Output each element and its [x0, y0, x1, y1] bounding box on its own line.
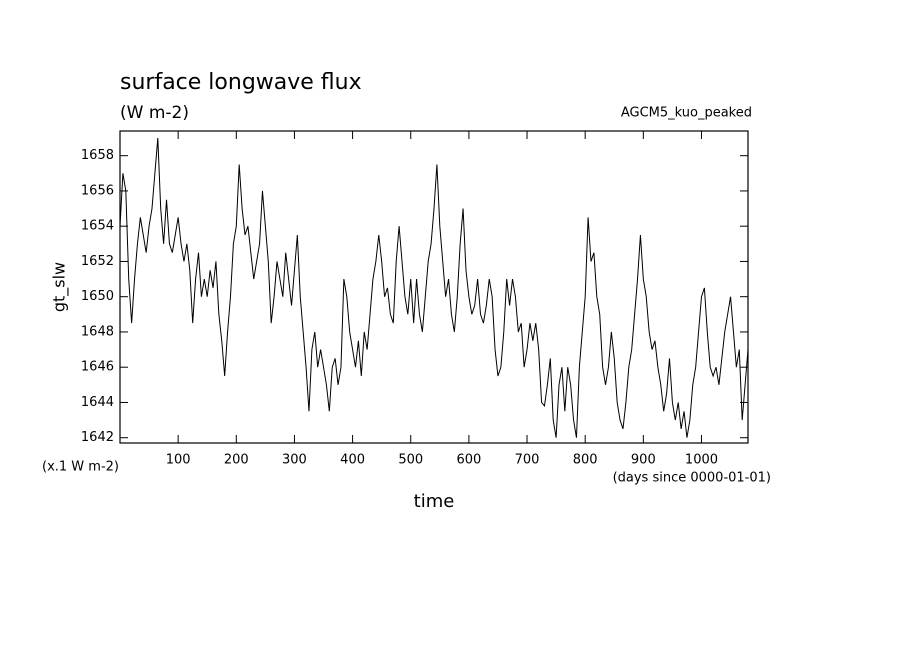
y-tick-label: 1658: [81, 148, 114, 163]
x-tick-label: 100: [166, 453, 191, 468]
y-tick-label: 1644: [81, 395, 114, 410]
y-tick-label: 1656: [81, 183, 114, 198]
x-tick-label: 300: [282, 453, 307, 468]
x-tick-label: 900: [631, 453, 656, 468]
annotation: AGCM5_kuo_peaked: [621, 106, 752, 121]
y-tick-label: 1648: [81, 324, 114, 339]
x-tick-label: 500: [398, 453, 423, 468]
y-axis-label: gt_slw: [50, 262, 70, 312]
x-tick-label: 1000: [685, 453, 718, 468]
x-tick-label: 700: [515, 453, 540, 468]
y-tick-label: 1650: [81, 289, 114, 304]
chart-subtitle: (W m-2): [120, 103, 189, 123]
plot-frame: [119, 130, 749, 444]
y-unit: (x.1 W m-2): [42, 460, 119, 475]
y-tick-label: 1642: [81, 430, 114, 445]
x-tick-label: 200: [224, 453, 249, 468]
chart-title: surface longwave flux: [120, 70, 362, 95]
x-tick-label: 400: [340, 453, 365, 468]
y-tick-label: 1652: [81, 254, 114, 269]
x-axis-label: time: [414, 491, 455, 512]
x-tick-label: 800: [573, 453, 598, 468]
data-line: [119, 138, 749, 438]
y-tick-label: 1646: [81, 360, 114, 375]
x-unit: (days since 0000-01-01): [613, 471, 771, 486]
y-tick-label: 1654: [81, 219, 114, 234]
x-tick-label: 600: [456, 453, 481, 468]
